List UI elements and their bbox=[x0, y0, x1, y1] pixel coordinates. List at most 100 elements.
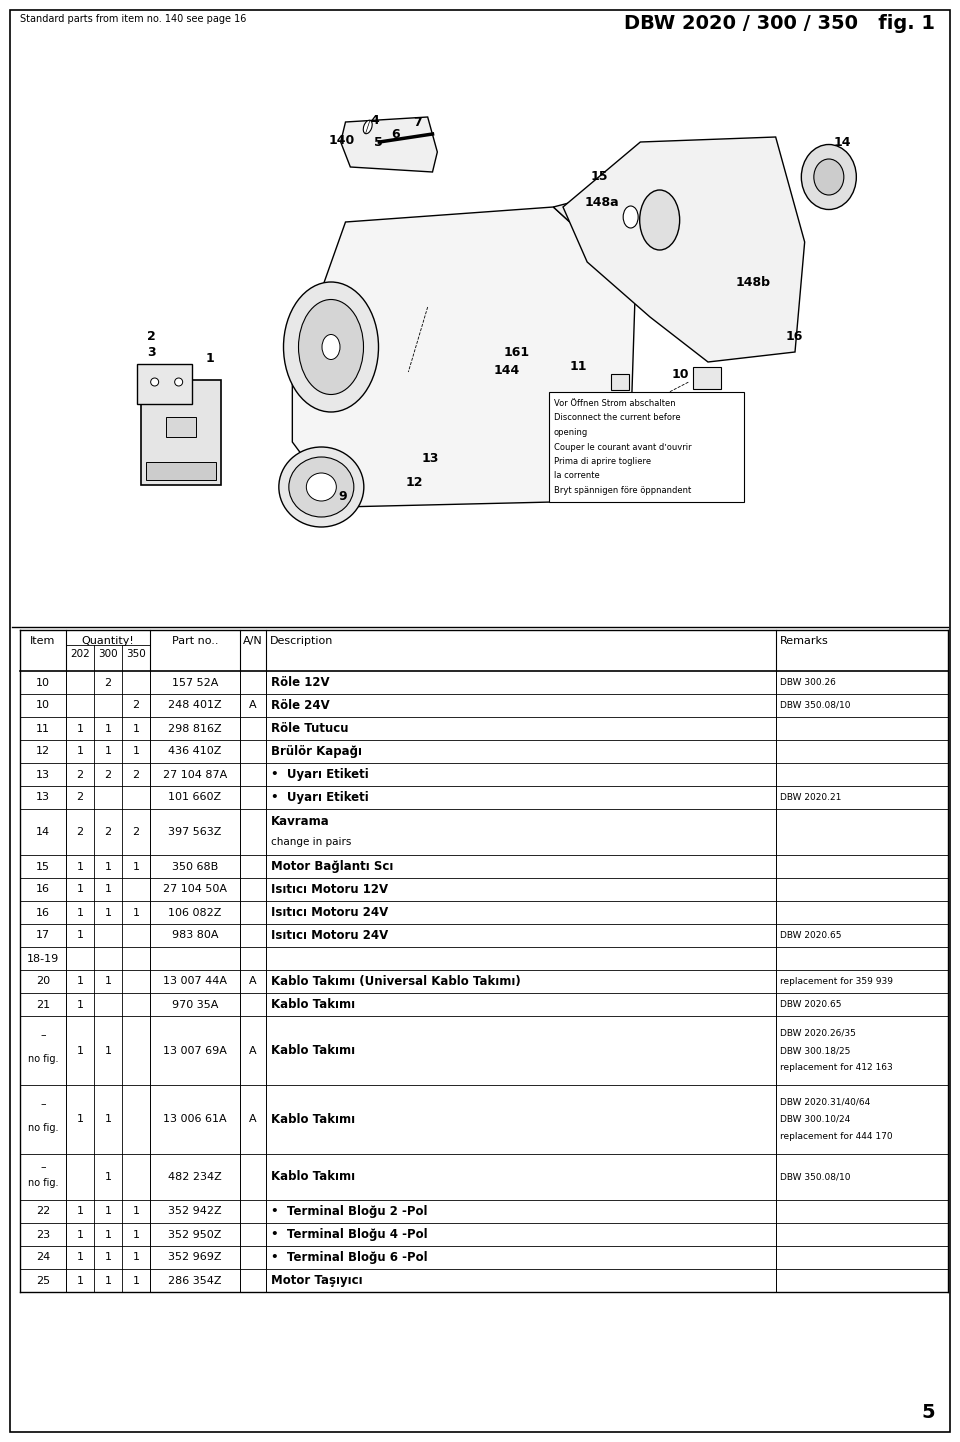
Text: 13 007 44A: 13 007 44A bbox=[163, 976, 227, 986]
Text: Röle Tutucu: Röle Tutucu bbox=[271, 722, 348, 735]
Text: 350 68B: 350 68B bbox=[172, 861, 218, 871]
Text: no fig.: no fig. bbox=[28, 1178, 59, 1188]
Text: •  Terminal Bloğu 6 -Pol: • Terminal Bloğu 6 -Pol bbox=[271, 1252, 427, 1265]
Text: 1: 1 bbox=[105, 1172, 111, 1182]
Text: 202: 202 bbox=[70, 649, 90, 659]
Text: Motor Bağlantı Scı: Motor Bağlantı Scı bbox=[271, 859, 394, 872]
Text: 1: 1 bbox=[77, 861, 84, 871]
Text: DBW 300.18/25: DBW 300.18/25 bbox=[780, 1045, 851, 1056]
Text: 161: 161 bbox=[503, 346, 529, 359]
Ellipse shape bbox=[802, 144, 856, 209]
Bar bbox=[141, 379, 221, 485]
Text: 21: 21 bbox=[36, 999, 50, 1009]
Text: 2: 2 bbox=[77, 793, 84, 803]
Text: Remarks: Remarks bbox=[780, 636, 828, 646]
Text: replacement for 412 163: replacement for 412 163 bbox=[780, 1063, 893, 1073]
Text: Isıtıcı Motoru 24V: Isıtıcı Motoru 24V bbox=[271, 929, 388, 942]
Text: 1: 1 bbox=[77, 1253, 84, 1263]
Text: DBW 2020.26/35: DBW 2020.26/35 bbox=[780, 1028, 856, 1038]
Text: 148a: 148a bbox=[585, 196, 619, 209]
Bar bbox=[693, 368, 721, 389]
Text: A/N: A/N bbox=[243, 636, 263, 646]
Text: Standard parts from item no. 140 see page 16: Standard parts from item no. 140 see pag… bbox=[20, 14, 247, 25]
Bar bbox=[548, 392, 743, 502]
Text: 15: 15 bbox=[590, 170, 608, 183]
Text: 1: 1 bbox=[77, 1207, 84, 1217]
Text: Kablo Takımı (Universal Kablo Takımı): Kablo Takımı (Universal Kablo Takımı) bbox=[271, 975, 520, 988]
Text: 352 969Z: 352 969Z bbox=[168, 1253, 222, 1263]
Bar bbox=[146, 461, 216, 480]
Text: 157 52A: 157 52A bbox=[172, 678, 218, 688]
Text: opening: opening bbox=[554, 428, 588, 437]
Text: Isıtıcı Motoru 24V: Isıtıcı Motoru 24V bbox=[271, 906, 388, 919]
Text: 1: 1 bbox=[77, 907, 84, 917]
Text: 13 007 69A: 13 007 69A bbox=[163, 1045, 227, 1056]
Text: 5: 5 bbox=[922, 1403, 935, 1422]
Text: 1: 1 bbox=[105, 1045, 111, 1056]
Text: la corrente: la corrente bbox=[554, 472, 599, 480]
Text: DBW 2020.21: DBW 2020.21 bbox=[780, 793, 841, 802]
Text: DBW 300.26: DBW 300.26 bbox=[780, 678, 836, 686]
Text: Couper le courant avant dʼouvrir: Couper le courant avant dʼouvrir bbox=[554, 443, 691, 451]
Text: 2: 2 bbox=[132, 828, 139, 836]
Text: Item: Item bbox=[31, 636, 56, 646]
Text: 1: 1 bbox=[77, 724, 84, 734]
Bar bbox=[136, 363, 192, 404]
Text: 352 950Z: 352 950Z bbox=[168, 1230, 222, 1240]
Ellipse shape bbox=[278, 447, 364, 526]
Text: 27 104 50A: 27 104 50A bbox=[163, 884, 227, 894]
Text: 13: 13 bbox=[421, 453, 440, 466]
Text: 2: 2 bbox=[77, 770, 84, 780]
Text: 18-19: 18-19 bbox=[27, 953, 60, 963]
Text: 1: 1 bbox=[105, 861, 111, 871]
Ellipse shape bbox=[151, 378, 158, 386]
Text: 1: 1 bbox=[105, 747, 111, 757]
Text: 2: 2 bbox=[147, 330, 156, 343]
Text: 27 104 87A: 27 104 87A bbox=[163, 770, 228, 780]
Text: 13: 13 bbox=[36, 770, 50, 780]
Text: 482 234Z: 482 234Z bbox=[168, 1172, 222, 1182]
Text: 397 563Z: 397 563Z bbox=[168, 828, 222, 836]
Text: DBW 2020.65: DBW 2020.65 bbox=[780, 999, 842, 1009]
Text: 10: 10 bbox=[36, 701, 50, 711]
Text: 10: 10 bbox=[36, 678, 50, 688]
Text: •  Terminal Bloğu 4 -Pol: • Terminal Bloğu 4 -Pol bbox=[271, 1229, 427, 1242]
Text: 436 410Z: 436 410Z bbox=[168, 747, 222, 757]
Ellipse shape bbox=[814, 159, 844, 195]
Text: 1: 1 bbox=[105, 724, 111, 734]
Text: 144: 144 bbox=[493, 363, 519, 376]
Text: 6: 6 bbox=[391, 127, 399, 140]
Text: A: A bbox=[250, 976, 257, 986]
Text: no fig.: no fig. bbox=[28, 1054, 59, 1064]
Text: 7: 7 bbox=[413, 115, 421, 128]
Text: 140: 140 bbox=[328, 134, 354, 147]
Text: 1: 1 bbox=[132, 1230, 139, 1240]
Text: Disconnect the current before: Disconnect the current before bbox=[554, 414, 680, 423]
Text: 11: 11 bbox=[570, 360, 588, 373]
Text: 1: 1 bbox=[77, 1276, 84, 1285]
Text: –: – bbox=[40, 1162, 46, 1172]
Text: 1: 1 bbox=[132, 1253, 139, 1263]
Polygon shape bbox=[293, 208, 636, 508]
Text: 13 006 61A: 13 006 61A bbox=[163, 1115, 227, 1125]
Text: 16: 16 bbox=[36, 907, 50, 917]
Text: 1: 1 bbox=[105, 1115, 111, 1125]
Polygon shape bbox=[563, 137, 804, 362]
Text: Bryt spännigen före öppnandent: Bryt spännigen före öppnandent bbox=[554, 486, 691, 495]
Text: 1: 1 bbox=[132, 1276, 139, 1285]
Text: 1: 1 bbox=[77, 1115, 84, 1125]
Text: 25: 25 bbox=[36, 1276, 50, 1285]
Text: DBW 2020 / 300 / 350   fig. 1: DBW 2020 / 300 / 350 fig. 1 bbox=[624, 14, 935, 33]
Text: replacement for 444 170: replacement for 444 170 bbox=[780, 1132, 893, 1141]
Bar bbox=[166, 417, 196, 437]
Text: 2: 2 bbox=[132, 701, 139, 711]
Text: 1: 1 bbox=[77, 976, 84, 986]
Polygon shape bbox=[341, 117, 438, 172]
Text: 11: 11 bbox=[36, 724, 50, 734]
Text: Kablo Takımı: Kablo Takımı bbox=[271, 1044, 355, 1057]
Text: 1: 1 bbox=[77, 1045, 84, 1056]
Bar bbox=[611, 373, 629, 389]
Text: 1: 1 bbox=[132, 724, 139, 734]
Text: Quantity!: Quantity! bbox=[82, 636, 134, 646]
Text: 10: 10 bbox=[671, 369, 688, 382]
